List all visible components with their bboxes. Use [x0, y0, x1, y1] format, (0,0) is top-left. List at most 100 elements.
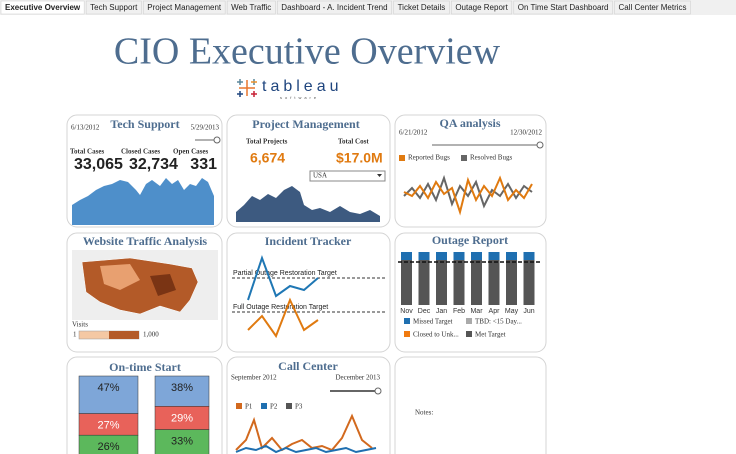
- slider-handle[interactable]: [374, 387, 382, 395]
- legend-label: TBD: <15 Day...: [475, 318, 522, 326]
- tab[interactable]: Tech Support: [85, 0, 142, 15]
- line: [403, 174, 533, 209]
- dropdown[interactable]: [309, 170, 386, 182]
- legend-swatch: [466, 318, 472, 324]
- dropdown-value: USA: [313, 172, 327, 180]
- legend-label: Missed Target: [413, 318, 453, 326]
- x-tick-label: May: [505, 308, 519, 315]
- tile-title: QA analysis: [439, 116, 500, 130]
- bar-segment: [506, 252, 517, 260]
- bar-segment: [471, 260, 482, 305]
- end-date: December 2013: [335, 374, 380, 382]
- bar-segment: [401, 260, 412, 305]
- data-label: 47%: [97, 382, 119, 394]
- legend-swatch: [461, 155, 467, 161]
- legend-label: P1: [245, 403, 253, 411]
- tile-title: Call Center: [278, 359, 338, 373]
- x-tick-label: Apr: [489, 308, 501, 315]
- target-label: Partial Outage Restoration Target: [233, 270, 337, 277]
- tile-title: Project Management: [252, 117, 359, 131]
- legend-label: Closed to Unk...: [413, 331, 459, 339]
- bar-segment: [154, 375, 210, 407]
- kpi-value: 6,674: [250, 150, 285, 166]
- tab-background: [143, 0, 226, 15]
- x-tick-label: Mar: [470, 308, 483, 315]
- bar-segment: [453, 260, 465, 305]
- kpi-value: 331: [190, 156, 217, 173]
- tile: [226, 356, 391, 454]
- legend-swatch: [261, 403, 267, 409]
- tab[interactable]: Project Management: [143, 0, 226, 15]
- area-chart: [72, 178, 214, 225]
- notes-label: Notes:: [415, 409, 433, 417]
- tile-title: Outage Report: [432, 233, 508, 247]
- start-date: September 2012: [231, 374, 277, 382]
- x-tick-label: Feb: [453, 308, 465, 315]
- tab[interactable]: Ticket Details: [393, 0, 450, 15]
- tab[interactable]: Dashboard - A. Incident Trend: [277, 0, 392, 15]
- legend-swatch: [236, 403, 242, 409]
- bar-segment: [401, 252, 412, 260]
- tile: [394, 356, 547, 454]
- x-tick-label: Dec: [418, 308, 431, 315]
- kpi-value: 32,734: [129, 156, 178, 173]
- x-tick-label: Jan: [436, 308, 447, 315]
- legend-min: 1: [73, 331, 77, 339]
- end-date: 5/29/2013: [191, 124, 220, 132]
- tab-background: [513, 0, 613, 15]
- dropdown-arrow: [377, 174, 382, 177]
- bar-segment: [418, 260, 430, 305]
- kpi-label: Closed Cases: [121, 148, 160, 156]
- tile: [226, 232, 391, 353]
- tab-background: [614, 0, 691, 15]
- bar-segment: [488, 252, 500, 260]
- tab-label: On Time Start Dashboard: [518, 3, 609, 12]
- tab-label: Outage Report: [455, 3, 508, 12]
- data-label: 38%: [171, 382, 193, 394]
- logo-subtext: software: [280, 95, 319, 100]
- end-date: 12/30/2012: [510, 129, 542, 137]
- bar-segment: [78, 375, 139, 414]
- tab[interactable]: Executive Overview: [0, 0, 85, 15]
- x-tick-label: Nov: [400, 308, 413, 315]
- kpi-label: Open Cases: [173, 148, 208, 156]
- tile-title: Website Traffic Analysis: [83, 234, 208, 248]
- tab[interactable]: On Time Start Dashboard: [513, 0, 613, 15]
- data-label: 26%: [97, 441, 119, 453]
- line: [247, 297, 319, 339]
- data-label: 33%: [171, 436, 193, 448]
- slider-handle[interactable]: [213, 136, 221, 144]
- tab[interactable]: Web Traffic: [226, 0, 276, 15]
- kpi-label: Total Cost: [338, 138, 369, 146]
- bar-segment: [154, 429, 210, 454]
- bar-segment: [453, 252, 465, 260]
- tab-background: [451, 0, 513, 15]
- tab-label: Tech Support: [90, 3, 138, 12]
- kpi-value: 33,065: [74, 156, 123, 173]
- tab[interactable]: Outage Report: [451, 0, 513, 15]
- legend-swatch: [286, 403, 292, 409]
- bar-segment: [506, 260, 517, 305]
- legend-title: Visits: [72, 321, 88, 329]
- tab[interactable]: Call Center Metrics: [614, 0, 691, 15]
- data-label: 29%: [171, 412, 193, 424]
- tile-title: Tech Support: [110, 117, 179, 131]
- start-date: 6/13/2012: [71, 124, 100, 132]
- slider-handle[interactable]: [536, 141, 544, 149]
- line: [247, 254, 319, 301]
- legend-label: Met Target: [475, 331, 506, 339]
- bar-segment: [523, 260, 535, 305]
- legend-max: 1,000: [143, 331, 159, 339]
- tab-label: Project Management: [147, 3, 222, 12]
- tab-label: Dashboard - A. Incident Trend: [281, 3, 387, 12]
- tab-background: [277, 0, 392, 15]
- legend-label: Resolved Bugs: [470, 154, 512, 162]
- area-chart: [236, 186, 380, 222]
- target-label: Full Outage Restoration Target: [233, 304, 328, 311]
- bar-segment: [436, 260, 447, 305]
- data-label: 27%: [97, 420, 119, 432]
- bar-segment: [488, 260, 500, 305]
- legend-swatch: [404, 318, 410, 324]
- bar-segment: [418, 252, 430, 260]
